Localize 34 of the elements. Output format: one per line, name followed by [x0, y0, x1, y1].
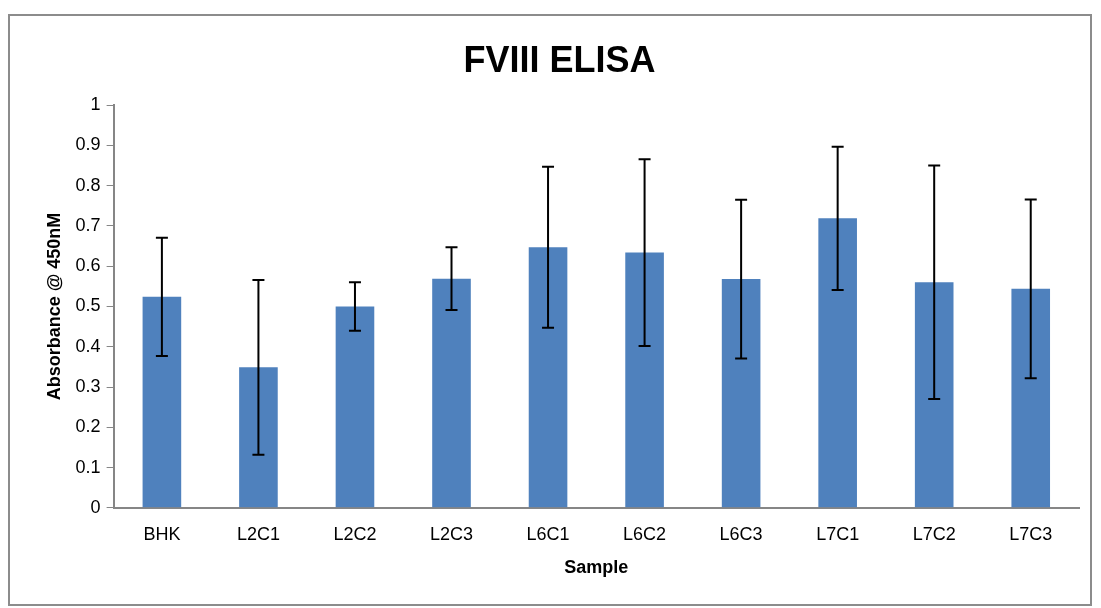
- y-tick-label: 0: [90, 496, 101, 517]
- y-tick-label: 0.6: [75, 255, 101, 276]
- x-tick-label: L2C1: [236, 523, 280, 544]
- y-tick-label: 1: [90, 94, 101, 115]
- bar: [914, 282, 954, 508]
- bar: [721, 279, 761, 508]
- x-tick-label: L7C1: [816, 523, 860, 544]
- bar: [432, 278, 471, 508]
- bar: [335, 306, 375, 508]
- y-tick-label: 0.4: [75, 335, 101, 356]
- x-axis-title: Sample: [564, 557, 629, 578]
- bar: [1011, 288, 1051, 508]
- x-tick-label: L6C1: [526, 523, 570, 544]
- y-tick-label: 0.5: [75, 295, 101, 316]
- x-tick-label: L7C3: [1009, 523, 1053, 544]
- y-tick-label: 0.7: [75, 214, 101, 235]
- x-tick-label: L6C3: [719, 523, 763, 544]
- chart-title: FVIII ELISA: [463, 38, 656, 80]
- y-tick-label: 0.1: [75, 456, 101, 477]
- x-tick-label: BHK: [143, 523, 181, 544]
- bar: [818, 218, 857, 508]
- y-tick-label: 0.2: [75, 416, 101, 437]
- x-tick-label: L2C2: [333, 523, 377, 544]
- bar: [239, 367, 278, 508]
- y-tick-label: 0.9: [75, 134, 101, 155]
- bar: [625, 252, 664, 508]
- x-tick-label: L2C3: [429, 523, 474, 544]
- x-tick-label: L7C2: [912, 523, 956, 544]
- y-axis-title: Absorbance @ 450nM: [43, 212, 64, 401]
- bar: [142, 296, 182, 508]
- bar: [528, 247, 568, 508]
- x-tick-label: L6C2: [623, 523, 667, 544]
- y-tick-label: 0.3: [75, 375, 101, 396]
- y-tick-label: 0.8: [75, 174, 101, 195]
